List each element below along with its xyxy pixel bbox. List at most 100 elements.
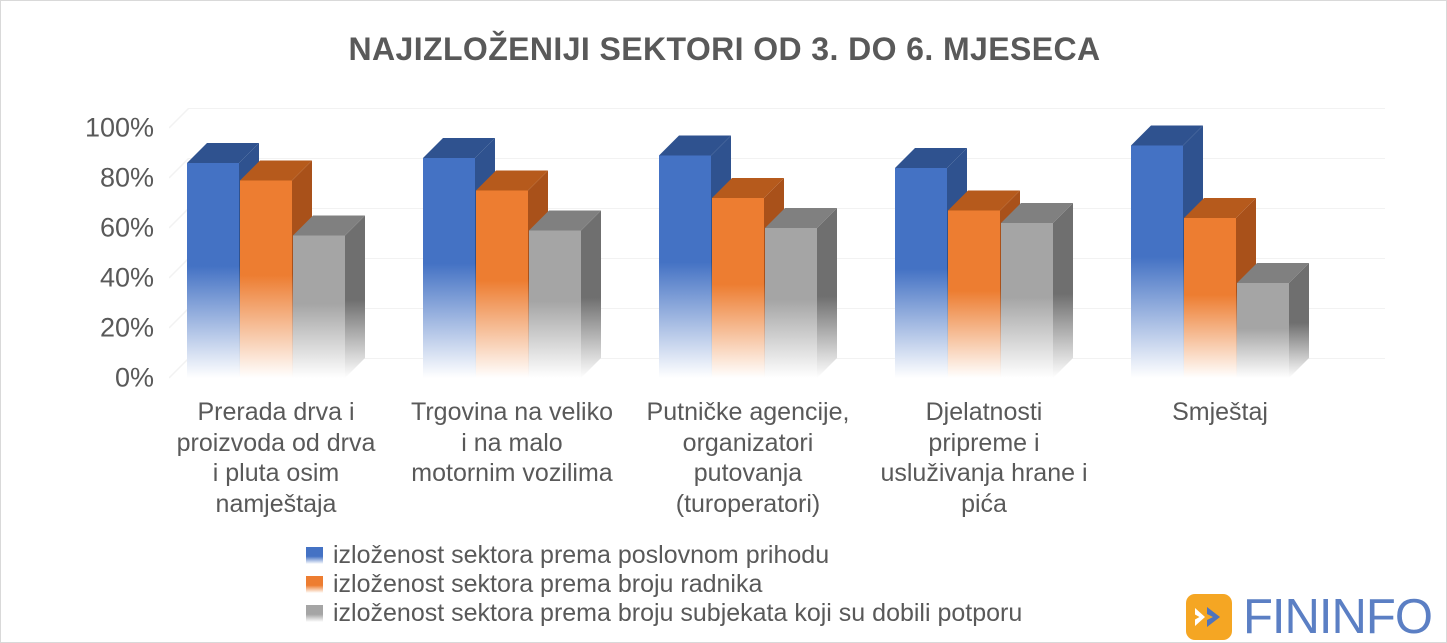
chart-legend: izloženost sektora prema poslovnom priho… — [306, 541, 1022, 628]
x-axis-label: Djelatnosti pripreme i usluživanja hrane i… — [866, 397, 1102, 519]
bar-top-face — [423, 138, 495, 158]
chart-title: NAJIZLOŽENIJI SEKTORI OD 3. DO 6. MJESEC… — [348, 31, 1101, 67]
x-axis-label-line: putovanja — [693, 459, 803, 487]
bar — [1131, 118, 1203, 380]
x-axis-label-line: proizvoda od drva — [176, 428, 376, 457]
bar-top-face — [1184, 198, 1256, 218]
bar-front-face — [476, 190, 528, 378]
bar-side-face — [345, 215, 365, 378]
bar-front-face — [1237, 283, 1289, 378]
plot-area — [169, 108, 1385, 380]
x-axis-label-line: pića — [961, 489, 1007, 518]
bar-top-face — [529, 210, 601, 231]
legend-swatch-icon — [306, 547, 323, 564]
x-axis-label-line: Djelatnosti — [925, 398, 1043, 426]
fininfo-logo: FININFO — [1186, 589, 1433, 643]
gridline — [189, 108, 1385, 109]
double-chevron-icon — [1186, 594, 1232, 640]
y-axis-tick-label: 100% — [84, 112, 154, 143]
gridline-riser — [169, 208, 190, 229]
x-axis-label-line: Putničke agencije, — [646, 398, 850, 426]
gridline-riser — [169, 308, 190, 329]
y-axis-tick-label: 60% — [99, 212, 154, 243]
bar — [240, 118, 312, 380]
legend-item[interactable]: izloženost sektora prema broju subjekata… — [306, 599, 1022, 628]
bar — [712, 118, 784, 380]
gridline-riser — [169, 358, 190, 379]
legend-swatch-icon — [306, 605, 323, 622]
bar-top-face — [948, 190, 1020, 211]
bar-front-face — [529, 230, 581, 378]
bar-front-face — [187, 163, 239, 378]
bar-front-face — [659, 155, 711, 378]
gridline — [189, 158, 1385, 159]
x-axis-label-line: Smještaj — [1172, 398, 1268, 426]
gridline-riser — [169, 158, 190, 179]
legend-label: izloženost sektora prema broju subjekata… — [333, 599, 1023, 627]
legend-item[interactable]: izloženost sektora prema poslovnom priho… — [306, 541, 1022, 570]
x-axis-label-line: organizatori — [682, 428, 814, 457]
bar-front-face — [423, 158, 475, 378]
bar — [659, 118, 731, 380]
x-axis-label: Trgovina na veliko i na malo motornim vozi… — [394, 397, 630, 489]
bar — [765, 118, 837, 380]
bar — [948, 118, 1020, 380]
y-axis-tick-label: 20% — [99, 312, 154, 343]
legend-label: izloženost sektora prema poslovnom priho… — [333, 541, 830, 569]
bar — [1237, 118, 1309, 380]
bar — [529, 118, 601, 380]
bar-front-face — [895, 168, 947, 378]
legend-item[interactable]: izloženost sektora prema broju radnika — [306, 570, 1022, 599]
bar-front-face — [240, 180, 292, 378]
x-axis-label-line: namještaja — [215, 489, 337, 518]
bar-top-face — [187, 143, 259, 163]
bar — [423, 118, 495, 380]
y-axis-tick-label: 0% — [114, 362, 154, 393]
bar-top-face — [1131, 125, 1203, 146]
x-axis-label-line: pripreme i — [928, 428, 1040, 457]
bar — [1184, 118, 1256, 380]
x-axis-label-line: Trgovina na veliko — [411, 398, 613, 426]
bar-side-face — [581, 210, 601, 378]
x-axis-label-line: motornim vozilima — [411, 459, 613, 487]
bar-top-face — [1001, 203, 1073, 223]
bar-top-face — [659, 135, 731, 156]
bar-side-face — [817, 208, 837, 378]
bar-front-face — [765, 228, 817, 378]
bar-front-face — [1131, 145, 1183, 378]
x-axis-label-line: (turoperatori) — [675, 489, 821, 518]
x-axis-label: Smještaj — [1102, 397, 1338, 428]
bar — [187, 118, 259, 380]
bar — [476, 118, 548, 380]
bar-top-face — [1237, 263, 1309, 283]
bar-front-face — [1001, 223, 1053, 378]
bar-side-face — [1053, 203, 1073, 378]
logo-wordmark: FININFO — [1243, 590, 1433, 643]
gridline-riser — [169, 108, 190, 129]
bar-top-face — [476, 170, 548, 191]
bar-top-face — [895, 148, 967, 168]
y-axis-tick-label: 80% — [99, 162, 154, 193]
bar-top-face — [240, 160, 312, 181]
bar-front-face — [712, 198, 764, 378]
bar-front-face — [1184, 218, 1236, 378]
bar-side-face — [1289, 263, 1309, 378]
y-axis-tick-label: 40% — [99, 262, 154, 293]
gridline-riser — [169, 258, 190, 279]
bar-top-face — [712, 178, 784, 198]
bar — [1001, 118, 1073, 380]
x-axis-label-line: usluživanja hrane i — [880, 459, 1088, 487]
x-axis-label-line: i pluta osim — [212, 459, 340, 487]
legend-swatch-icon — [306, 576, 323, 593]
bar — [293, 118, 365, 380]
bar-top-face — [293, 215, 365, 236]
x-axis-label-line: Prerada drva i — [197, 398, 355, 426]
x-axis-label: Prerada drva i proizvoda od drva i pluta o… — [158, 397, 394, 519]
bar — [895, 118, 967, 380]
x-axis-label: Putničke agencije, organizatori putovanja(… — [630, 397, 866, 519]
legend-label: izloženost sektora prema broju radnika — [333, 570, 763, 598]
x-axis-label-line: i na malo — [461, 428, 563, 457]
bar-front-face — [293, 235, 345, 378]
bar-top-face — [765, 208, 837, 228]
